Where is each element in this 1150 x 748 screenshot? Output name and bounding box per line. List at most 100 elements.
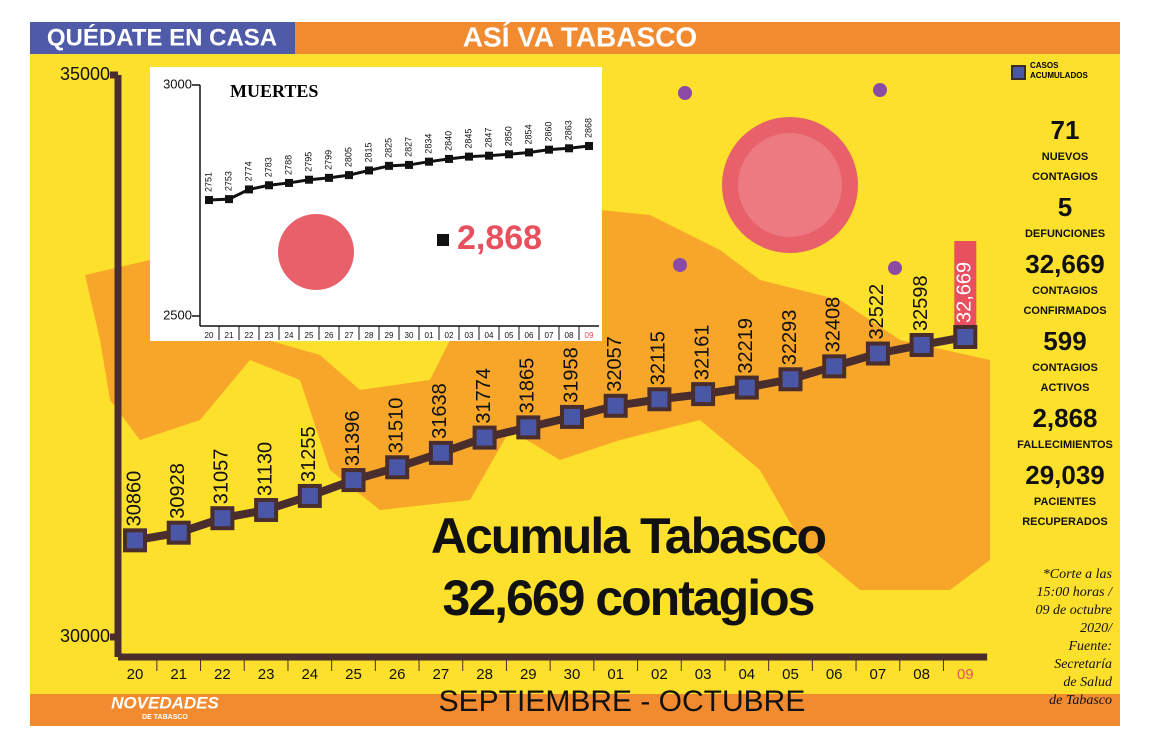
inset-panel (150, 67, 602, 341)
point (405, 160, 413, 169)
point (245, 185, 253, 194)
x-tick-label: 23 (265, 331, 274, 340)
label-highlight (954, 241, 977, 326)
y-tick-label: 3000 (163, 76, 192, 91)
x-tick-label: 04 (738, 666, 755, 683)
value-label: 2827 (403, 137, 413, 157)
point (385, 161, 393, 170)
point (647, 387, 672, 412)
point (285, 178, 293, 187)
value-label: 31865 (517, 358, 539, 414)
point (297, 483, 322, 508)
y-tick-label: 2500 (163, 307, 192, 322)
note: 2020/ (1080, 621, 1113, 636)
point (325, 173, 333, 182)
footer-bar (30, 694, 1120, 726)
x-tick-label: 22 (245, 331, 254, 340)
value-label: 31396 (342, 410, 364, 466)
value-label: 2815 (363, 142, 373, 162)
header-left: QUÉDATE EN CASA (47, 23, 277, 51)
x-tick-label: 20 (205, 331, 214, 340)
point (445, 154, 453, 163)
note: Secretaría (1054, 657, 1112, 672)
stat-value: 5 (1058, 192, 1072, 222)
map (85, 210, 990, 590)
point (341, 468, 366, 493)
point (265, 181, 273, 190)
value-label: 2868 (583, 118, 593, 138)
stat-label: CONTAGIOS (1032, 285, 1098, 297)
x-tick-label: 25 (305, 331, 314, 340)
point (734, 375, 759, 400)
point (210, 506, 235, 531)
value-label: 32293 (779, 310, 801, 366)
point (385, 455, 410, 480)
x-tick-label: 25 (345, 666, 362, 683)
value-label: 2854 (523, 124, 533, 144)
inset-callout: 2,868 (457, 219, 542, 257)
stat-label: DEFUNCIONES (1025, 228, 1105, 240)
value-label: 31510 (385, 398, 407, 454)
x-tick-label: 26 (389, 666, 406, 683)
small-virus (673, 258, 687, 272)
map-shape (85, 210, 990, 590)
value-label: 32115 (648, 331, 670, 385)
x-tick-label: 02 (651, 666, 668, 683)
point (603, 393, 628, 418)
point (822, 354, 847, 379)
x-tick-label: 02 (445, 331, 454, 340)
x-tick-label: 07 (870, 666, 887, 683)
value-label: 30928 (167, 463, 189, 519)
value-label: 31774 (473, 368, 495, 424)
x-tick-label: 22 (214, 666, 231, 683)
value-label: 2847 (483, 128, 493, 148)
x-tick-label: 03 (465, 331, 474, 340)
x-tick-label: 06 (525, 331, 534, 340)
value-label: 2753 (223, 171, 233, 191)
point (778, 367, 803, 392)
value-label: 2863 (563, 120, 573, 140)
note: de Tabasco (1049, 693, 1112, 708)
value-label: 2751 (203, 172, 213, 192)
small-virus (678, 86, 692, 100)
x-tick-label: 30 (564, 666, 581, 683)
header-left-box (30, 22, 295, 54)
point (472, 425, 497, 450)
small-virus (873, 83, 887, 97)
value-label: 32522 (866, 284, 888, 340)
value-label: 2850 (503, 126, 513, 146)
virus-core (738, 133, 842, 237)
stat-label: NUEVOS (1042, 151, 1088, 163)
value-label: 31255 (298, 426, 320, 482)
point (254, 497, 279, 522)
brand-sub: DE TABASCO (142, 714, 188, 721)
point (166, 520, 191, 545)
stat-value: 32,669 (1025, 249, 1105, 279)
point (953, 325, 978, 350)
x-tick-label: 20 (127, 666, 144, 683)
x-tick-label: 21 (170, 666, 187, 683)
stat-label: ACTIVOS (1041, 382, 1090, 394)
callout-marker (437, 234, 449, 246)
point (225, 195, 233, 204)
value-label: 31958 (560, 347, 582, 403)
stat-label: PACIENTES (1034, 496, 1096, 508)
point (565, 144, 573, 153)
headline: 32,669 contagios (443, 570, 814, 626)
note: 15:00 horas / (1037, 585, 1114, 600)
value-label: 2845 (463, 129, 473, 149)
point (205, 196, 213, 205)
value-label: 32598 (910, 275, 932, 331)
stat-label: RECUPERADOS (1022, 516, 1108, 528)
stat-label: CONTAGIOS (1032, 171, 1098, 183)
point (909, 332, 934, 357)
value-label: 2783 (263, 157, 273, 177)
value-label: 30860 (123, 471, 145, 527)
point (345, 171, 353, 180)
x-tick-label: 09 (585, 331, 594, 340)
stat-label: FALLECIMIENTOS (1017, 439, 1113, 451)
value-label: 32057 (604, 336, 626, 392)
x-tick-label: 07 (545, 331, 554, 340)
point (305, 175, 313, 184)
point (123, 528, 147, 553)
